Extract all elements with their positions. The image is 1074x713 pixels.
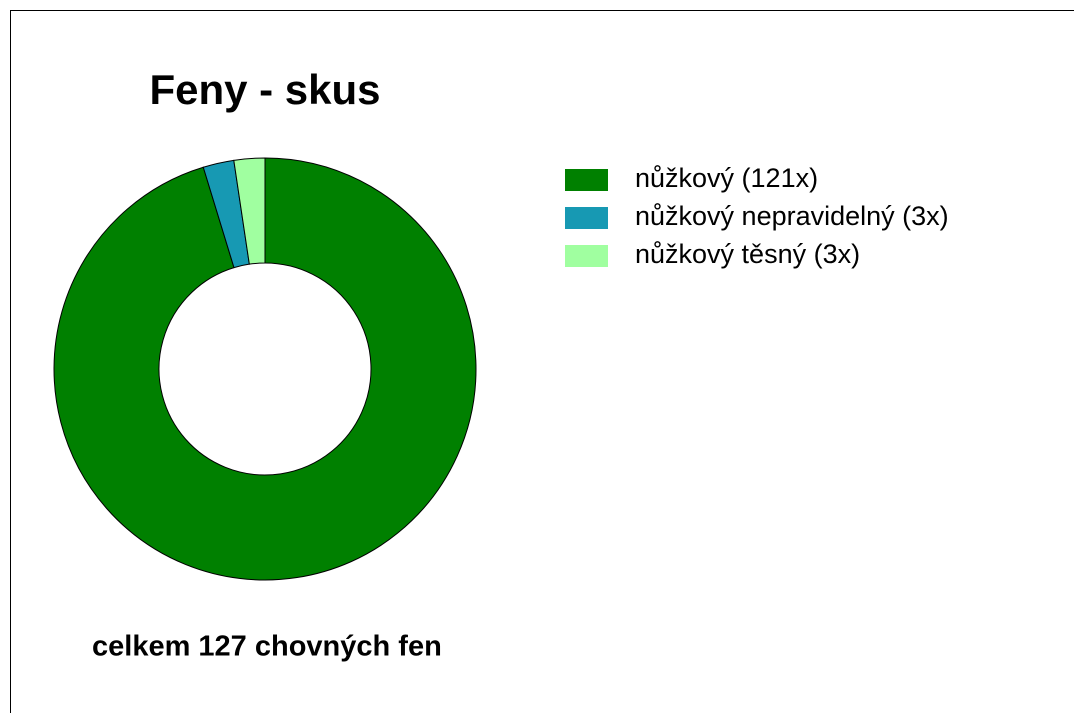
legend-swatch <box>565 169 608 191</box>
chart-title: Feny - skus <box>149 66 380 113</box>
legend-label: nůžkový nepravidelný (3x) <box>635 201 949 231</box>
legend-swatch <box>565 207 608 229</box>
frame <box>10 10 1074 713</box>
pie-slice <box>233 157 266 265</box>
legend-label: nůžkový (121x) <box>635 163 818 193</box>
annotation: celkem 127 chovných fen <box>92 631 442 663</box>
legend-label: nůžkový těsný (3x) <box>635 239 860 269</box>
pie-slice <box>53 157 477 581</box>
legend-swatch <box>565 245 608 267</box>
